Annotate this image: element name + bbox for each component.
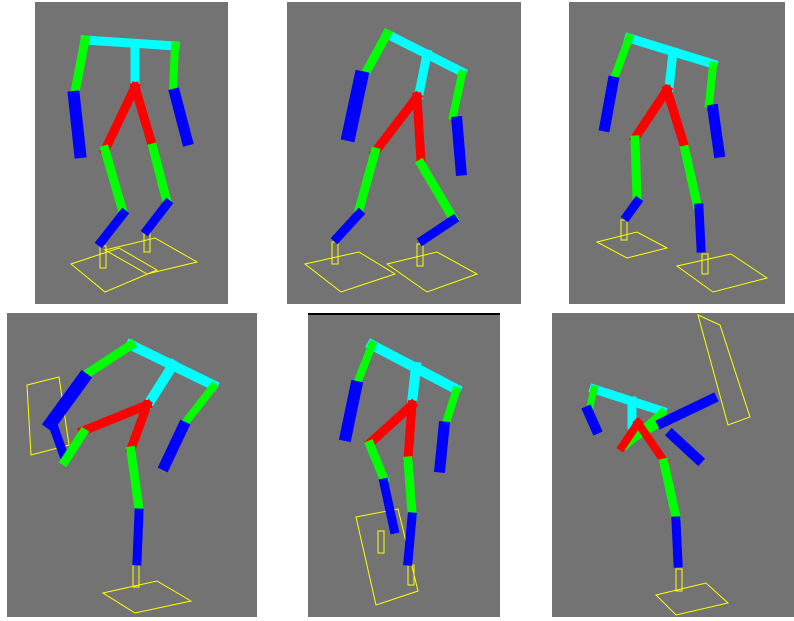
floor-plane [595, 231, 669, 259]
shin-right [403, 512, 417, 566]
torso-right [632, 417, 670, 467]
shin-right [694, 203, 706, 253]
upper-arm-right [168, 41, 180, 95]
forearm-left [598, 75, 620, 133]
foot-marker [675, 568, 683, 592]
upper-arm-right [704, 61, 718, 109]
thigh-left [58, 426, 90, 468]
shin-left [94, 207, 130, 249]
torso-left [99, 81, 141, 156]
upper-arm-right [179, 381, 219, 429]
floor-plane [385, 251, 479, 293]
foot-marker [99, 245, 107, 269]
forearm-right [157, 419, 191, 473]
foot-marker [377, 530, 385, 554]
upper-arm-right [440, 385, 462, 429]
torso-right [403, 400, 417, 464]
shin-right [132, 508, 144, 566]
floor-plane [355, 508, 419, 606]
stick-figure-1 [67, 34, 199, 293]
torso-left [77, 399, 153, 437]
foot-marker [331, 241, 339, 265]
torso-left [628, 83, 674, 145]
floor-plane [103, 237, 199, 275]
upper-arm-left [352, 339, 378, 387]
foot-marker [416, 243, 424, 267]
forearm-right [433, 420, 451, 474]
thigh-right [147, 142, 173, 208]
stick-figure-6 [581, 314, 751, 616]
thigh-right [125, 445, 145, 515]
torso-right [412, 92, 426, 167]
torso-right [125, 399, 153, 455]
torso-right [661, 84, 691, 154]
upper-arm-left [78, 338, 138, 382]
thigh-left [353, 146, 381, 216]
forearm-right-a [655, 392, 719, 430]
panel-border-top [308, 313, 500, 315]
upper-arm-right [448, 69, 467, 121]
foot-marker [701, 253, 709, 275]
shin-left [330, 207, 366, 245]
stick-figure-4 [26, 338, 220, 614]
shin-right [671, 516, 683, 568]
torso-left [368, 90, 424, 159]
pose-panel-1 [35, 2, 228, 304]
stick-figure-3 [595, 32, 769, 293]
pose-panel-6 [552, 313, 794, 617]
upper-arm-left [69, 34, 91, 98]
pose-panel-5 [308, 315, 500, 617]
stick-figure-5 [338, 338, 463, 606]
torso-right [129, 81, 159, 154]
floor-plane [675, 253, 769, 293]
upper-arm-left [585, 384, 599, 412]
thigh-left [630, 135, 642, 203]
forearm-right [168, 87, 194, 147]
foot-marker [132, 564, 140, 588]
thigh-right [403, 456, 417, 518]
torso-left [616, 417, 644, 453]
spine [413, 48, 433, 100]
shin-right [416, 213, 460, 247]
torso-left [363, 398, 419, 450]
thigh-left [364, 439, 390, 485]
floor-plane [69, 247, 159, 293]
forearm-left [67, 90, 87, 159]
floor-plane [655, 582, 730, 616]
forearm-left-lower [47, 419, 69, 459]
pose-panel-2 [287, 2, 521, 304]
spine [142, 358, 180, 410]
forearm-left [581, 404, 603, 436]
pose-panel-4 [7, 313, 257, 617]
spine [664, 47, 678, 93]
thigh-right [414, 157, 460, 225]
foot-marker [620, 219, 628, 241]
forearm-right [706, 103, 726, 159]
forearm-left [340, 69, 370, 143]
forearm-right [451, 116, 467, 176]
forearm-left [338, 379, 364, 443]
pose-panel-3 [569, 2, 785, 304]
shoulder-bar [80, 35, 180, 51]
thigh-right [679, 144, 703, 210]
thigh-left [99, 144, 129, 218]
stick-figure-2 [303, 27, 479, 293]
shin-right [140, 197, 174, 237]
shin-left [378, 477, 400, 535]
floor-plane [101, 580, 193, 614]
foot-marker [407, 564, 415, 586]
forearm-right-b [664, 427, 706, 467]
spine [406, 361, 422, 409]
floor-plane [303, 251, 397, 293]
floor-plane [26, 376, 70, 456]
thigh-right [658, 457, 682, 523]
upper-arm-left [358, 27, 394, 81]
shin-left [620, 195, 644, 223]
upper-arm-left [609, 32, 635, 82]
forearm-left [41, 369, 93, 433]
floor-plane [697, 314, 751, 426]
